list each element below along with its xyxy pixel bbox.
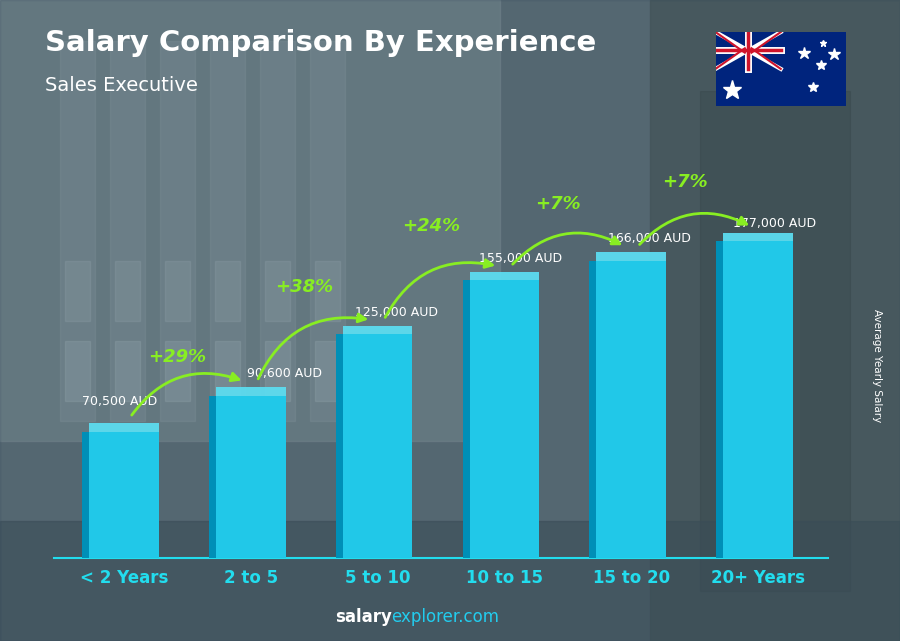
Text: explorer.com: explorer.com [392, 608, 500, 626]
Bar [315, 341, 340, 401]
Bar [310, 41, 345, 421]
Bar [265, 261, 290, 321]
Bar [463, 280, 470, 558]
Bar [216, 395, 285, 558]
Bar [470, 280, 539, 558]
Bar [110, 41, 145, 421]
Bar [115, 261, 140, 321]
Bar [265, 341, 290, 401]
Bar [724, 241, 793, 558]
Bar [590, 261, 597, 558]
Text: 166,000 AUD: 166,000 AUD [608, 232, 691, 246]
Bar [315, 261, 340, 321]
Bar [89, 423, 158, 558]
Bar [336, 334, 343, 558]
Text: 125,000 AUD: 125,000 AUD [355, 306, 437, 319]
Bar [597, 261, 666, 558]
Bar [650, 0, 900, 641]
Bar [209, 395, 216, 558]
Bar [82, 431, 89, 558]
Bar [65, 341, 90, 401]
Bar [209, 395, 216, 558]
Bar [216, 395, 285, 558]
Text: +29%: +29% [148, 347, 206, 365]
Bar [470, 280, 539, 558]
Text: +24%: +24% [401, 217, 460, 235]
Text: Sales Executive: Sales Executive [45, 76, 198, 95]
Bar [0, 0, 500, 441]
Bar [336, 334, 343, 558]
Bar [82, 431, 89, 558]
Bar [463, 280, 470, 558]
Text: 155,000 AUD: 155,000 AUD [479, 252, 562, 265]
Bar [160, 41, 195, 421]
Bar [597, 261, 666, 558]
Bar [343, 326, 412, 558]
Text: Average Yearly Salary: Average Yearly Salary [872, 309, 883, 422]
Bar [65, 261, 90, 321]
Bar [343, 334, 412, 558]
Bar [89, 431, 158, 558]
Bar [343, 334, 412, 558]
Bar [165, 341, 190, 401]
Bar [716, 241, 724, 558]
Bar [260, 41, 295, 421]
Bar [115, 341, 140, 401]
Bar [724, 241, 793, 558]
Bar [215, 261, 240, 321]
Bar [216, 387, 285, 558]
Bar [210, 41, 245, 421]
Bar [0, 521, 900, 641]
Bar [89, 431, 158, 558]
Text: 70,500 AUD: 70,500 AUD [82, 395, 158, 408]
Bar [590, 261, 597, 558]
Bar [215, 341, 240, 401]
Text: salary: salary [335, 608, 392, 626]
Bar [60, 41, 95, 421]
Bar [165, 261, 190, 321]
Text: +7%: +7% [535, 195, 581, 213]
Text: Salary Comparison By Experience: Salary Comparison By Experience [45, 29, 596, 57]
Bar [700, 91, 850, 591]
Text: +7%: +7% [662, 173, 707, 191]
Bar [597, 253, 666, 558]
Text: 177,000 AUD: 177,000 AUD [733, 217, 816, 229]
Text: 90,600 AUD: 90,600 AUD [247, 367, 322, 380]
Bar [724, 233, 793, 558]
Bar [470, 272, 539, 558]
Bar [716, 241, 724, 558]
Text: +38%: +38% [274, 278, 333, 296]
